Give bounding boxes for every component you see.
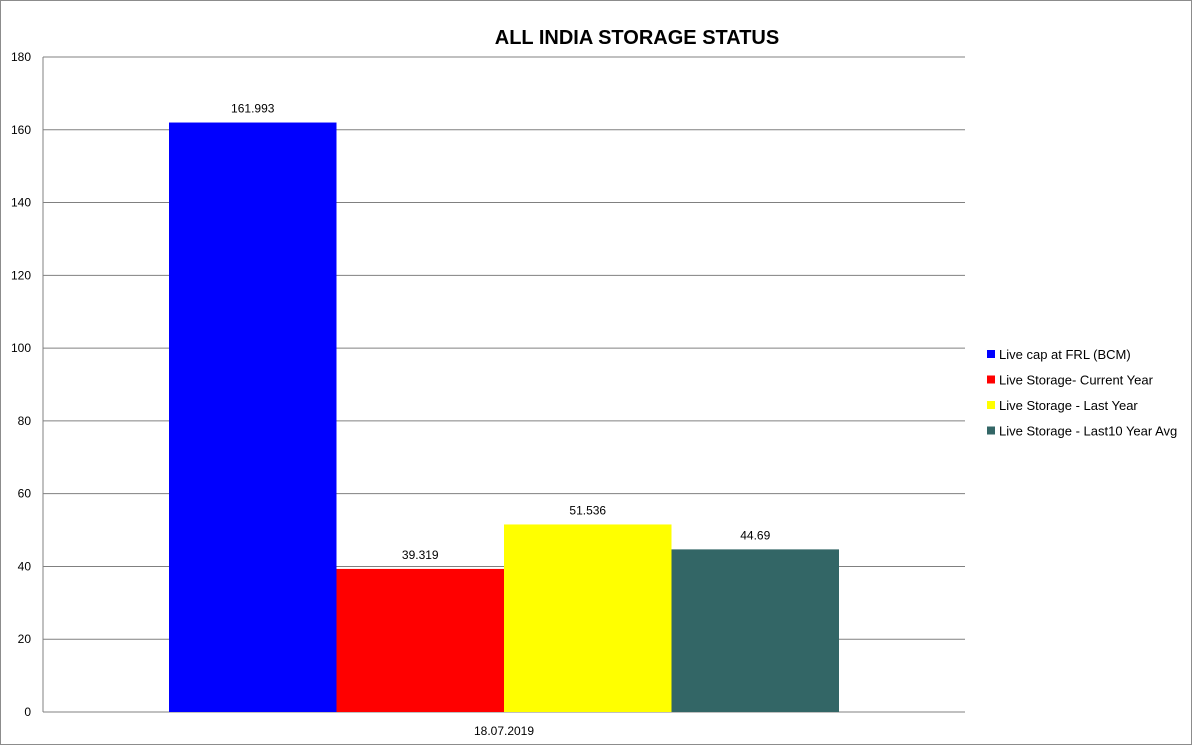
y-tick-label: 120: [11, 268, 31, 282]
data-label: 39.319: [402, 548, 439, 562]
x-tick-label: 18.07.2019: [474, 724, 534, 738]
y-tick-label: 140: [11, 196, 31, 210]
bar-series-3: [504, 524, 672, 712]
legend-label: Live Storage - Last10 Year Avg: [999, 424, 1177, 439]
legend: Live cap at FRL (BCM) Live Storage- Curre…: [987, 347, 1177, 439]
legend-swatch: [987, 350, 995, 358]
bar-series-1: [169, 122, 337, 713]
bar-series-4: [671, 549, 839, 712]
y-tick-label: 40: [18, 559, 32, 573]
legend-swatch: [987, 401, 995, 409]
y-tick-label: 0: [24, 705, 31, 719]
bars: [169, 122, 839, 713]
legend-swatch: [987, 375, 995, 384]
legend-label: Live Storage- Current Year: [999, 373, 1154, 388]
bar-series-2: [336, 568, 504, 712]
chart-title: ALL INDIA STORAGE STATUS: [495, 27, 779, 49]
y-tick-label: 160: [11, 123, 31, 137]
data-label: 44.69: [740, 528, 770, 542]
y-tick-label: 100: [11, 341, 31, 355]
data-label: 51.536: [569, 503, 606, 517]
legend-label: Live cap at FRL (BCM): [999, 347, 1131, 362]
legend-swatch: [987, 426, 995, 435]
legend-label: Live Storage - Last Year: [999, 398, 1138, 413]
data-label: 161.993: [231, 102, 275, 116]
data-labels: 161.993 39.319 51.536 44.69: [231, 102, 771, 562]
y-tick-label: 60: [18, 487, 32, 501]
y-tick-label: 20: [18, 632, 32, 646]
y-tick-label: 80: [18, 414, 32, 428]
y-tick-label: 180: [11, 50, 31, 64]
